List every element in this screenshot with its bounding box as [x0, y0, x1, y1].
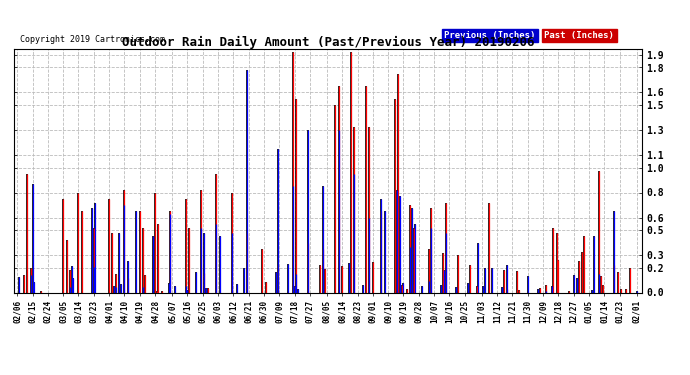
- Text: Past (Inches): Past (Inches): [544, 31, 614, 40]
- Text: Previous (Inches): Previous (Inches): [444, 31, 535, 40]
- Text: Copyright 2019 Cartronics.com: Copyright 2019 Cartronics.com: [20, 35, 165, 44]
- Title: Outdoor Rain Daily Amount (Past/Previous Year) 20190206: Outdoor Rain Daily Amount (Past/Previous…: [121, 36, 534, 49]
